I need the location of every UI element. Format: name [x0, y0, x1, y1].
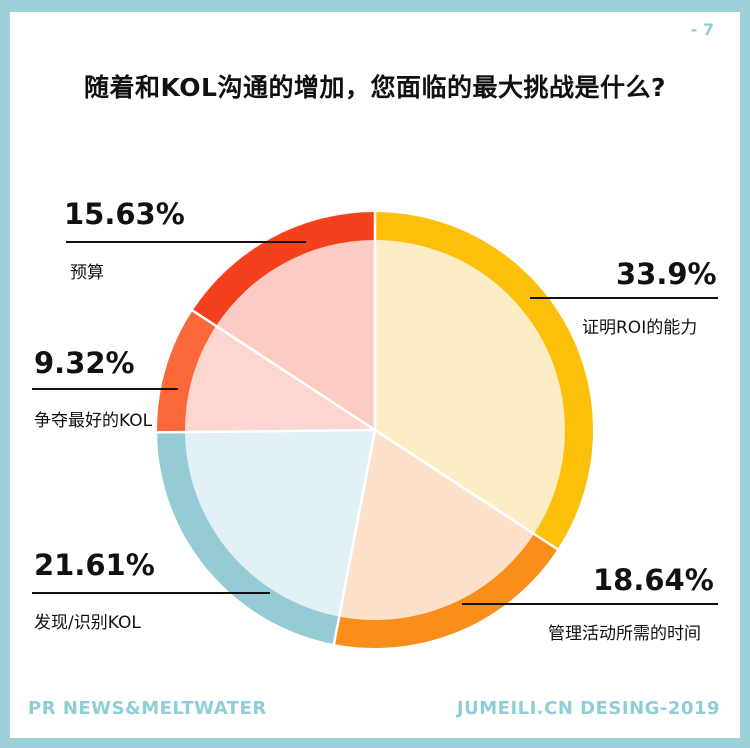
data-label-roi: 证明ROI的能力: [582, 318, 698, 338]
data-label-compete-percent: 9.32%: [34, 346, 135, 380]
leader-line-compete: [32, 388, 178, 390]
slice-separator: [374, 428, 560, 551]
data-label-discover: 发现/识别KOL: [34, 613, 141, 633]
slice-separator: [191, 308, 376, 432]
pie-slice-manage: [339, 430, 535, 621]
chart-card: - 7 随着和KOL沟通的增加，您面临的最大挑战是什么? 33.9% 证明ROI…: [10, 12, 740, 738]
slice-separator: [332, 429, 377, 646]
data-label-compete: 争夺最好的KOL: [34, 411, 153, 431]
data-label-manage-percent: 18.64%: [593, 563, 714, 597]
pie-slice-compete: [184, 325, 375, 433]
pie-slice-discover: [185, 430, 375, 617]
footer-credit: JUMEILI.CN DESING-2019: [456, 698, 720, 719]
page-number: - 7: [690, 20, 714, 39]
footer-source: PR NEWS&MELTWATER: [28, 698, 267, 719]
leader-line-roi: [530, 297, 718, 299]
pie-chart: [155, 211, 593, 648]
data-label-roi-percent: 33.9%: [616, 257, 717, 291]
leader-line-budget: [66, 241, 306, 243]
leader-line-discover: [32, 592, 270, 594]
data-label-discover-percent: 21.61%: [34, 548, 155, 582]
chart-title: 随着和KOL沟通的增加，您面临的最大挑战是什么?: [84, 73, 666, 102]
data-label-manage: 管理活动所需的时间: [548, 624, 701, 644]
pie-slice-budget: [216, 239, 375, 430]
data-label-budget-percent: 15.63%: [64, 197, 185, 231]
leader-line-manage: [462, 603, 718, 605]
data-label-budget: 预算: [70, 263, 104, 283]
slice-separator: [155, 428, 376, 434]
